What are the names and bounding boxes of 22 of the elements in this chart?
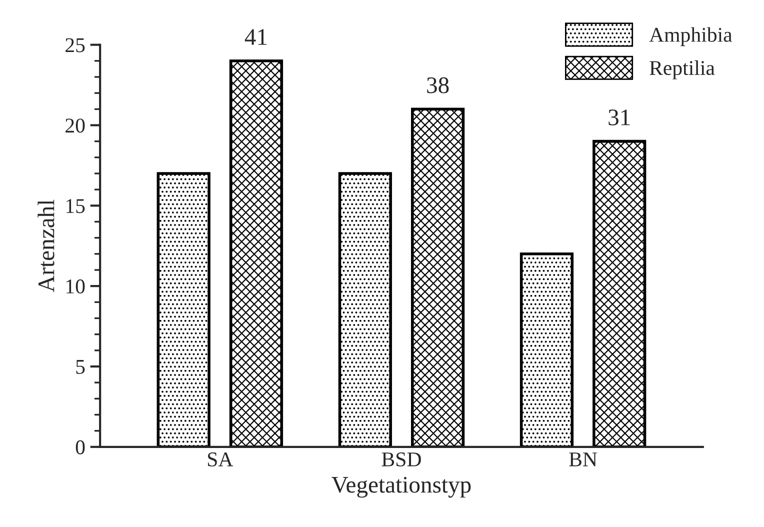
bar [410,108,465,447]
bar [592,140,646,447]
y-tick-label: 15 [66,199,85,214]
y-tick-label: 5 [76,360,85,374]
x-axis-title: Vegetationstyp [332,476,471,498]
x-tick-label: BSD [382,452,421,466]
total-label: 38 [427,77,449,94]
y-tick-label: 20 [66,118,85,133]
legend-label: Amphibia [649,27,732,46]
y-tick-label: 10 [66,279,85,294]
legend-label: Reptilia [650,60,715,80]
bar [156,172,210,447]
y-tick-label: 25 [66,38,85,52]
x-tick-label: BN [569,452,598,466]
y-tick-label: 0 [76,440,85,454]
y-axis-title: Artenzahl [38,200,54,292]
total-label: 41 [244,29,267,45]
bar [229,59,284,447]
bar [338,172,392,447]
bar [520,252,574,447]
x-tick-label: SA [208,452,234,466]
total-label: 31 [608,110,630,126]
